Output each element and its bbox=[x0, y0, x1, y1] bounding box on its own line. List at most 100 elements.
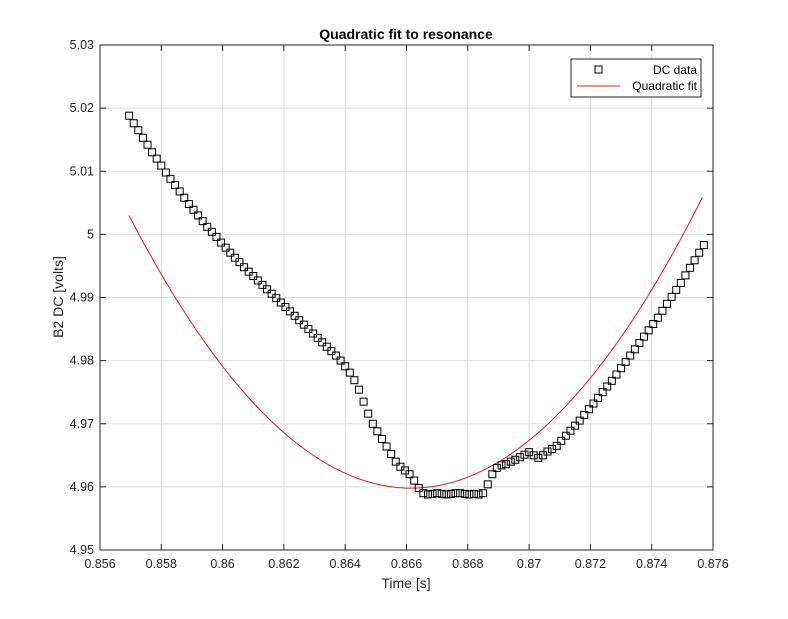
y-axis-label: B2 DC [volts] bbox=[50, 256, 66, 338]
data-point bbox=[695, 248, 704, 257]
data-point bbox=[299, 320, 308, 329]
data-point bbox=[423, 490, 432, 499]
data-point bbox=[240, 263, 249, 272]
data-point bbox=[649, 320, 658, 329]
data-point bbox=[295, 316, 304, 325]
data-point bbox=[138, 133, 147, 142]
x-tick-label: 0.876 bbox=[697, 557, 728, 571]
data-point bbox=[566, 426, 575, 435]
data-point bbox=[456, 489, 465, 498]
data-point bbox=[672, 285, 681, 294]
data-point bbox=[286, 307, 295, 316]
data-point bbox=[506, 457, 515, 466]
data-point bbox=[290, 311, 299, 320]
y-tick-label: 5.01 bbox=[70, 164, 94, 178]
data-point bbox=[529, 451, 538, 460]
data-point bbox=[166, 174, 175, 183]
data-point bbox=[327, 347, 336, 356]
data-point bbox=[125, 111, 134, 120]
data-point bbox=[626, 351, 635, 360]
x-tick-label: 0.856 bbox=[84, 557, 115, 571]
data-point bbox=[635, 338, 644, 347]
legend-box bbox=[570, 58, 702, 98]
data-point bbox=[557, 436, 566, 445]
data-point bbox=[621, 357, 630, 366]
data-point bbox=[221, 243, 230, 252]
data-point bbox=[603, 382, 612, 391]
x-tick-label: 0.872 bbox=[575, 557, 606, 571]
y-tick-label: 5.03 bbox=[70, 38, 94, 52]
legend-marker-dc-data bbox=[594, 65, 603, 74]
data-point bbox=[584, 405, 593, 414]
data-point bbox=[226, 248, 235, 257]
data-point bbox=[630, 345, 639, 354]
data-point bbox=[589, 399, 598, 408]
data-point bbox=[212, 232, 221, 241]
legend-label-quadratic-fit: Quadratic fit bbox=[632, 79, 697, 93]
data-point bbox=[235, 258, 244, 267]
data-point bbox=[492, 463, 501, 472]
data-point bbox=[368, 419, 377, 428]
data-point bbox=[442, 490, 451, 499]
data-point bbox=[309, 329, 318, 338]
data-point bbox=[479, 489, 488, 498]
data-point bbox=[511, 455, 520, 464]
x-tick-label: 0.868 bbox=[452, 557, 483, 571]
y-tick-label: 4.96 bbox=[70, 480, 94, 494]
data-point bbox=[451, 489, 460, 498]
data-point bbox=[488, 470, 497, 479]
data-point bbox=[276, 298, 285, 307]
data-point bbox=[460, 489, 469, 498]
data-point bbox=[129, 119, 138, 128]
data-point bbox=[341, 362, 350, 371]
data-point bbox=[171, 181, 180, 190]
data-point bbox=[469, 489, 478, 498]
data-point bbox=[345, 368, 354, 377]
data-point bbox=[598, 388, 607, 397]
data-point bbox=[304, 325, 313, 334]
data-point bbox=[575, 416, 584, 425]
data-point bbox=[249, 272, 258, 281]
data-point bbox=[699, 241, 708, 250]
data-point bbox=[184, 200, 193, 209]
data-point bbox=[580, 410, 589, 419]
data-point bbox=[419, 489, 428, 498]
data-point bbox=[437, 489, 446, 498]
data-point bbox=[653, 313, 662, 322]
data-point bbox=[134, 126, 143, 135]
grid bbox=[100, 45, 713, 550]
data-point bbox=[253, 276, 262, 285]
x-axis-label: Time [s] bbox=[381, 575, 430, 591]
x-tick-label: 0.862 bbox=[268, 557, 299, 571]
data-point bbox=[474, 490, 483, 499]
y-tick-label: 5 bbox=[87, 227, 94, 241]
data-point bbox=[258, 280, 267, 289]
data-point bbox=[322, 342, 331, 351]
y-tick-label: 4.95 bbox=[70, 543, 94, 557]
legend-label-dc-data: DC data bbox=[653, 63, 697, 77]
data-point bbox=[644, 326, 653, 335]
tick-labels: 0.856 0.858 0.86 0.862 0.864 0.866 0.868 0.87 0.… bbox=[70, 38, 729, 571]
data-point bbox=[263, 285, 272, 294]
data-point bbox=[640, 332, 649, 341]
data-point bbox=[391, 457, 400, 466]
y-tick-label: 4.97 bbox=[70, 417, 94, 431]
y-tick-label: 4.98 bbox=[70, 354, 94, 368]
x-tick-label: 0.866 bbox=[391, 557, 422, 571]
data-point bbox=[387, 450, 396, 459]
y-tick-label: 5.02 bbox=[70, 101, 94, 115]
data-point bbox=[414, 484, 423, 493]
data-point bbox=[217, 238, 226, 247]
data-point bbox=[607, 376, 616, 385]
data-point bbox=[667, 292, 676, 301]
x-tick-label: 0.87 bbox=[517, 557, 541, 571]
x-tick-label: 0.858 bbox=[146, 557, 177, 571]
data-point bbox=[194, 211, 203, 220]
data-point bbox=[410, 476, 419, 485]
data-point bbox=[148, 148, 157, 157]
data-point bbox=[143, 140, 152, 149]
marker-layer bbox=[125, 111, 708, 499]
data-point bbox=[332, 351, 341, 360]
data-point bbox=[686, 263, 695, 272]
